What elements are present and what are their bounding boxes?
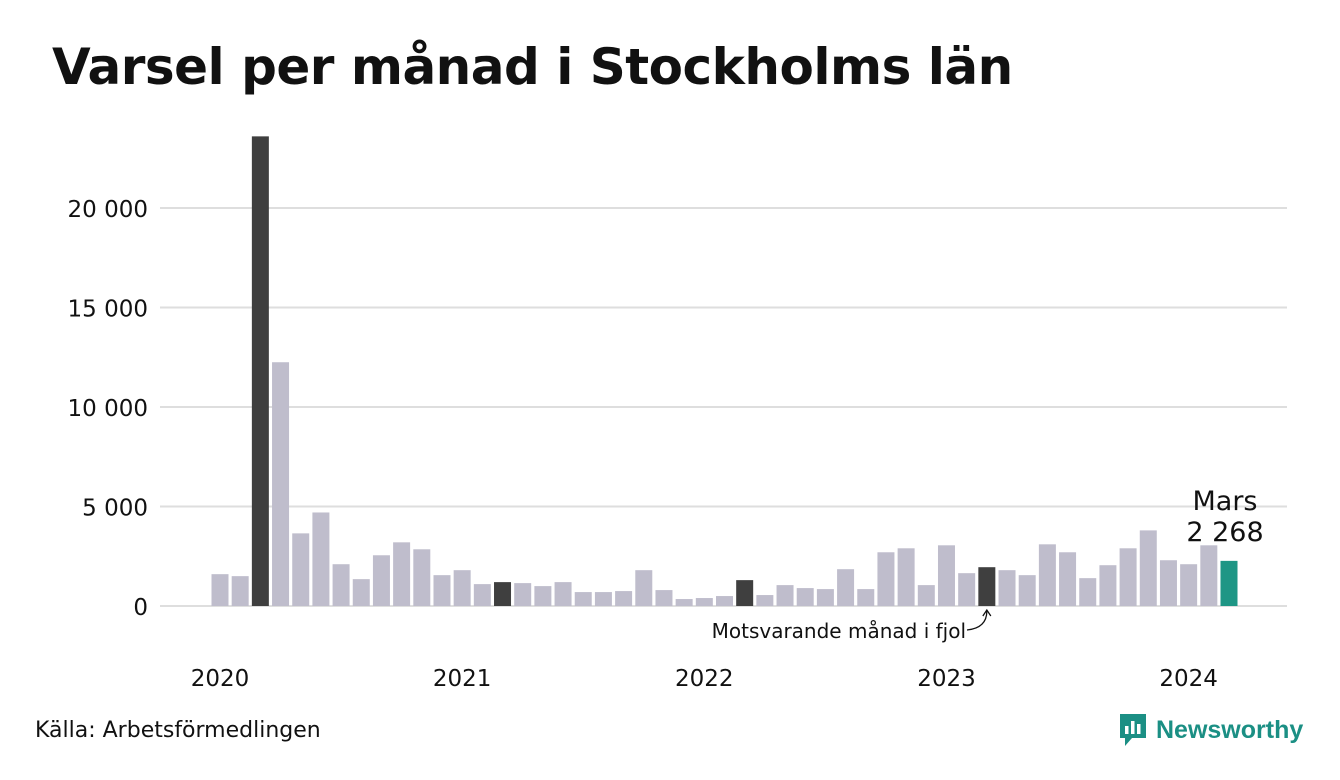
- y-tick-label: 5 000: [82, 496, 148, 522]
- bar: [796, 588, 814, 606]
- bar: [433, 575, 451, 606]
- bar: [292, 533, 310, 606]
- source-note: Källa: Arbetsförmedlingen: [35, 718, 321, 743]
- bar: [917, 585, 935, 606]
- bar: [1180, 564, 1198, 606]
- bar: [937, 545, 955, 606]
- annotations: Mars 2 268 Motsvarande månad i fjol: [712, 486, 1264, 643]
- bar: [312, 512, 330, 606]
- x-tick-label: 2024: [1159, 666, 1218, 692]
- bar: [837, 569, 855, 606]
- latest-month-label: Mars: [1192, 486, 1257, 517]
- bar: [514, 583, 532, 606]
- bar: [635, 570, 653, 606]
- bar: [1038, 544, 1056, 606]
- x-tick-label: 2022: [675, 666, 734, 692]
- bar: [776, 585, 794, 606]
- bar: [816, 589, 834, 606]
- bar: [413, 549, 431, 606]
- bar: [453, 570, 471, 606]
- bar: [1059, 552, 1077, 606]
- bar: [393, 542, 411, 606]
- bar: [1159, 560, 1177, 606]
- bar-same-month: [736, 580, 754, 606]
- bar: [1099, 565, 1117, 606]
- y-tick-label: 15 000: [68, 297, 148, 323]
- bar: [1119, 548, 1137, 606]
- bar: [615, 591, 633, 606]
- bar: [897, 548, 915, 606]
- bar: [332, 564, 350, 606]
- y-tick-label: 0: [133, 595, 148, 621]
- newsworthy-logo: Newsworthy: [1118, 712, 1303, 748]
- brand-name: Newsworthy: [1156, 715, 1304, 744]
- bar: [857, 589, 875, 606]
- bar: [756, 595, 774, 606]
- y-tick-label: 20 000: [68, 197, 148, 223]
- same-month-arrow: [966, 610, 988, 631]
- bar-same-month: [978, 567, 996, 606]
- bar: [958, 573, 976, 606]
- bar: [655, 590, 673, 606]
- bar: [998, 570, 1016, 606]
- bar: [695, 598, 713, 606]
- bar: [272, 362, 290, 606]
- same-month-arrowhead: [982, 608, 992, 617]
- bar: [1200, 545, 1218, 606]
- bars: [211, 136, 1238, 607]
- bar: [574, 592, 592, 606]
- x-tick-label: 2020: [191, 666, 250, 692]
- y-axis-tick-labels: 0 5 000 10 000 15 000 20 000: [68, 197, 148, 621]
- x-axis-tick-labels: 2020 2021 2022 2023 2024: [191, 666, 1218, 692]
- chart-title: Varsel per månad i Stockholms län: [52, 38, 1013, 96]
- bar: [211, 574, 229, 606]
- y-tick-label: 10 000: [68, 396, 148, 422]
- bar: [473, 584, 491, 606]
- bar: [1139, 530, 1157, 606]
- bar: [675, 599, 693, 606]
- bar: [1018, 575, 1036, 606]
- bar-same-month: [494, 582, 512, 606]
- bar: [877, 552, 895, 606]
- bar: [554, 582, 572, 606]
- bar: [372, 555, 390, 606]
- x-tick-label: 2023: [917, 666, 976, 692]
- bar: [352, 579, 370, 606]
- bar: [231, 576, 249, 606]
- latest-value-label: 2 268: [1186, 517, 1263, 548]
- x-tick-label: 2021: [433, 666, 492, 692]
- bar: [594, 592, 612, 606]
- bar: [716, 596, 733, 606]
- bar-latest-month: [1220, 560, 1238, 606]
- bar-same-month: [251, 136, 269, 607]
- bar: [1079, 578, 1097, 606]
- bar: [534, 586, 552, 606]
- newsworthy-logo-icon: [1120, 714, 1146, 746]
- same-month-last-year-note: Motsvarande månad i fjol: [712, 619, 966, 643]
